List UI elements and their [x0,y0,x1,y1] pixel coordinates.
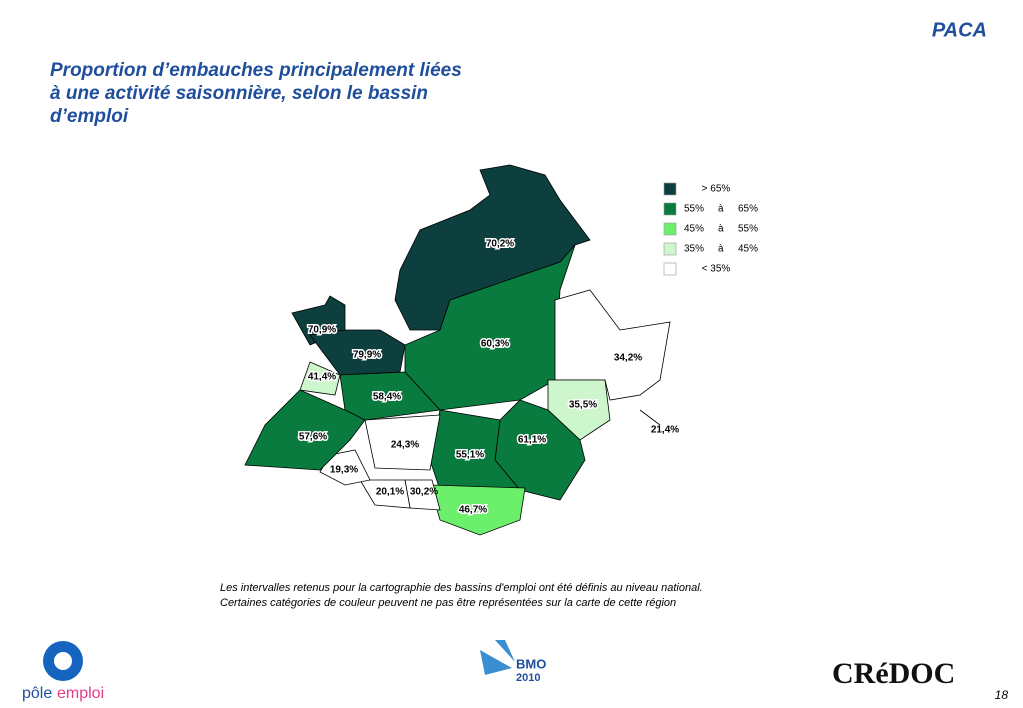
legend-swatch [663,262,677,276]
region-label: 30,2% [410,487,438,498]
region-label: 79,9% [353,350,381,361]
region-label: 20,1% [376,487,404,498]
region-label: 19,3% [330,465,358,476]
legend-label: à [718,244,724,255]
legend-swatch [663,242,677,256]
legend-swatch [663,182,677,196]
legend-label: à [718,224,724,235]
region-label: 60,3% [481,339,509,350]
bmo-logo [480,640,515,675]
legend-label: > 65% [702,184,731,195]
legend-label: 55% [738,224,758,235]
pole-logo-e [54,652,72,670]
title-line: Proportion d’embauches principalement li… [50,60,462,81]
map-region [547,379,611,441]
map-region [429,484,526,536]
region-label: 46,7% [459,505,487,516]
footnote: Les intervalles retenus pour la cartogra… [220,582,703,594]
legend-label: 55% [684,204,704,215]
map-region [244,389,366,471]
region-label: 70,2% [486,239,514,250]
logo-text: CRéDOC [832,657,955,690]
legend-label: 45% [738,244,758,255]
legend-swatch [663,222,677,236]
region-label: 55,1% [456,450,484,461]
legend-label: 35% [684,244,704,255]
logo-text: emploi [57,685,104,702]
footnote: Certaines catégories de couleur peuvent … [220,597,676,609]
title-line: d’emploi [50,106,129,127]
region-label: 24,3% [391,440,419,451]
region-label: 35,5% [569,400,597,411]
logo-text: 2010 [516,672,540,684]
region-label: 34,2% [614,353,642,364]
map-region [319,449,371,486]
map-region [339,371,441,421]
map-region [364,414,441,471]
map: 70,2% 70,9% 79,9% 60,3% 34,2% 35,5% 21,4% 61,1%… [244,164,679,536]
legend-label: à [718,204,724,215]
region-label: 21,4% [651,425,679,436]
page-number: 18 [995,688,1009,702]
region-label: 58,4% [373,392,401,403]
region-name: PACA [932,19,987,41]
legend: > 65% 55% à 65% 45% à 55% 35% à 45% < 35% [663,182,758,276]
title-line: à une activité saisonnière, selon le bas… [50,83,428,104]
map-region [299,361,341,396]
legend-label: 65% [738,204,758,215]
region-label: 57,6% [299,432,327,443]
legend-label: < 35% [702,264,731,275]
region-label: 70,9% [308,325,336,336]
leader-line [639,409,661,426]
logo-text: pôle [22,685,52,702]
region-label: 61,1% [518,435,546,446]
logo-text: BMO [516,656,546,671]
region-label: 41,4% [308,372,336,383]
legend-swatch [663,202,677,216]
legend-label: 45% [684,224,704,235]
map-region [359,479,411,509]
